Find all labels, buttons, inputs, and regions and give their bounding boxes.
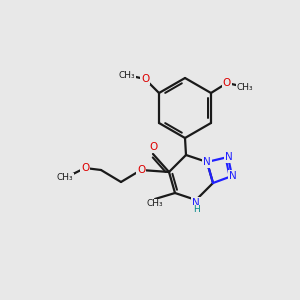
Text: N: N: [203, 157, 211, 167]
Text: N: N: [192, 198, 200, 208]
Text: N: N: [225, 152, 233, 162]
Text: O: O: [137, 165, 145, 175]
Text: O: O: [223, 78, 231, 88]
Text: CH₃: CH₃: [147, 200, 163, 208]
Text: O: O: [141, 74, 149, 84]
Text: CH₃: CH₃: [237, 82, 253, 91]
Text: N: N: [229, 171, 237, 181]
Text: H: H: [193, 206, 200, 214]
Text: CH₃: CH₃: [119, 70, 135, 80]
Text: CH₃: CH₃: [57, 173, 73, 182]
Text: O: O: [149, 142, 157, 152]
Text: O: O: [81, 163, 89, 173]
